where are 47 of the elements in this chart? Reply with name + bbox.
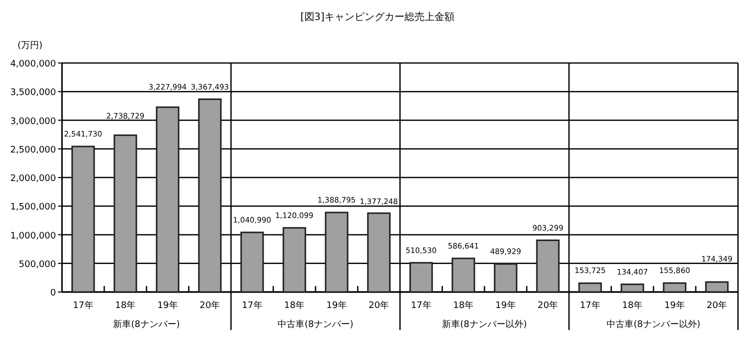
text: 中古車(8ナンバー以外) <box>606 319 700 330</box>
y-tick-label: 3,500,000 <box>10 88 56 98</box>
x-tick-label: 19年 <box>157 300 178 311</box>
text: 新車(8ナンバー) <box>113 319 180 330</box>
bar <box>156 106 180 293</box>
bar <box>198 98 222 293</box>
x-tick-label: 20年 <box>538 300 558 311</box>
bar <box>705 281 729 293</box>
x-tick-label: 17年 <box>242 300 262 311</box>
bar <box>578 282 602 293</box>
x-tick-label: 19年 <box>495 300 516 311</box>
x-tick-label: 19年 <box>664 300 685 311</box>
x-tick-label: 20年 <box>200 300 220 311</box>
x-tick-label: 19年 <box>326 300 347 311</box>
bar <box>324 212 348 293</box>
bar <box>282 227 306 293</box>
x-tick-label: 18年 <box>453 300 474 311</box>
x-tick-label: 17年 <box>410 300 432 311</box>
y-tick-label: 0 <box>50 288 56 298</box>
y-tick-label: 3,000,000 <box>10 116 56 127</box>
bar <box>620 284 644 293</box>
bar <box>240 232 264 293</box>
text: 新車(8ナンバー以外) <box>442 319 527 330</box>
bar <box>494 263 518 293</box>
bar <box>114 134 138 293</box>
y-axis-title: (万円) <box>17 41 43 51</box>
y-tick-label: 1,500,000 <box>10 202 56 213</box>
bar <box>536 240 560 293</box>
y-tick-label: 1,000,000 <box>10 231 56 242</box>
chart-title: [図3]キャンピングカー総売上金額 <box>300 11 455 23</box>
y-tick-label: 2,500,000 <box>10 145 56 156</box>
y-tick-label: 4,000,000 <box>10 60 56 70</box>
x-tick-label: 18年 <box>284 300 305 311</box>
x-tick-label: 18年 <box>622 300 643 311</box>
bar <box>662 282 686 293</box>
bar <box>452 258 476 293</box>
x-tick-label: 20年 <box>706 300 728 311</box>
x-tick-label: 18年 <box>115 300 136 311</box>
bar <box>367 212 391 293</box>
x-tick-label: 17年 <box>72 300 94 311</box>
y-tick-label: 500,000 <box>18 260 56 270</box>
y-tick-label: 2,000,000 <box>10 174 56 184</box>
x-tick-label: 17年 <box>580 300 600 311</box>
text: 中古車(8ナンバー) <box>278 319 354 330</box>
x-tick-label: 20年 <box>368 300 390 311</box>
bar <box>409 262 433 293</box>
bar <box>71 146 95 293</box>
